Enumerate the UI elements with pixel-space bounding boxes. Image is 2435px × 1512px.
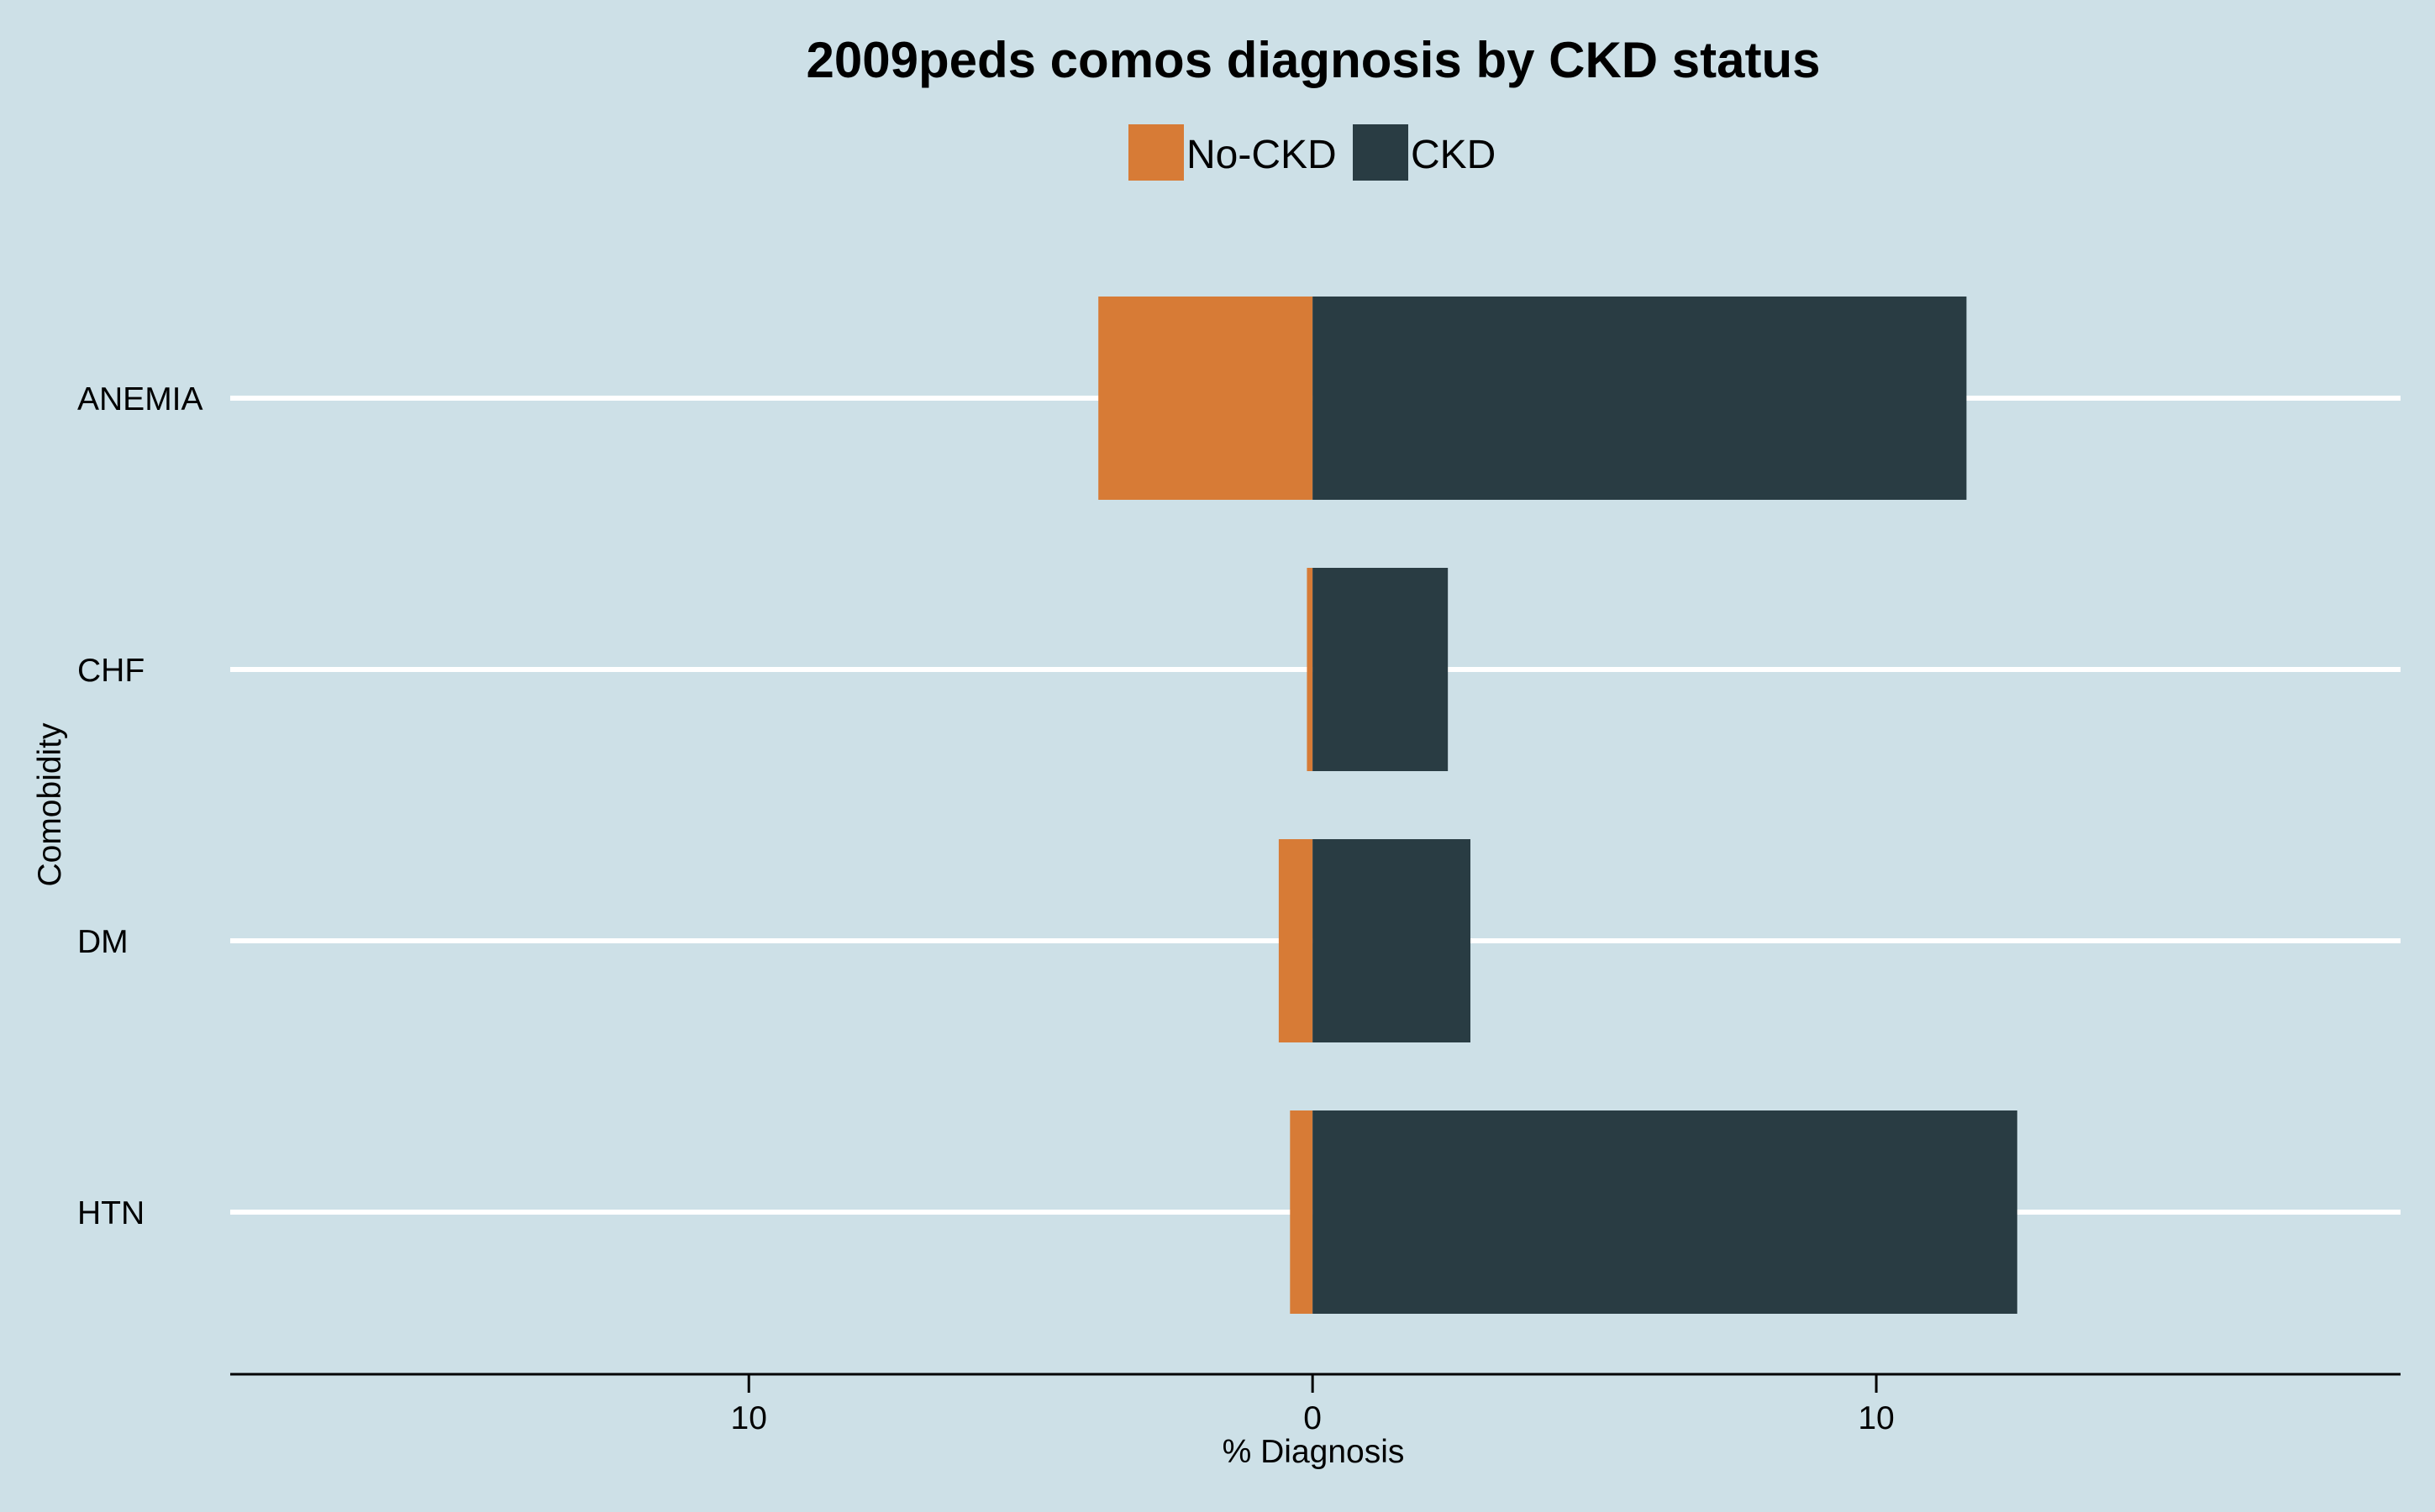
category-label: HTN	[77, 1195, 145, 1231]
category-label: ANEMIA	[77, 381, 203, 417]
bar-htn-no-ckd	[1290, 1110, 1313, 1314]
legend-swatch-ckd	[1353, 124, 1408, 181]
bars	[1098, 297, 2017, 1314]
bar-chf-no-ckd	[1307, 568, 1313, 771]
legend-label-no-ckd: No-CKD	[1186, 133, 1337, 177]
bar-anemia-ckd	[1312, 297, 1967, 500]
bar-chf-ckd	[1312, 568, 1449, 771]
category-label: CHF	[77, 653, 145, 689]
category-label: DM	[77, 924, 129, 960]
x-axis-title: % Diagnosis	[1223, 1434, 1405, 1470]
bar-htn-ckd	[1312, 1110, 2017, 1314]
chart-title: 2009peds comos diagnosis by CKD status	[806, 32, 1820, 88]
y-axis-title: Comobidity	[32, 722, 68, 887]
x-tick-label: 10	[1858, 1400, 1894, 1436]
x-tick-label: 10	[731, 1400, 767, 1436]
bar-dm-no-ckd	[1278, 839, 1313, 1042]
legend-swatch-no-ckd	[1128, 124, 1184, 181]
x-axis: 10 0 10	[230, 1373, 2401, 1436]
x-tick-label: 0	[1303, 1400, 1322, 1436]
legend-label-ckd: CKD	[1411, 133, 1496, 177]
legend: No-CKD CKD	[1128, 124, 1496, 181]
bar-anemia-no-ckd	[1098, 297, 1313, 500]
category-labels: ANEMIA CHF DM HTN	[77, 381, 203, 1231]
bar-dm-ckd	[1312, 839, 1470, 1042]
